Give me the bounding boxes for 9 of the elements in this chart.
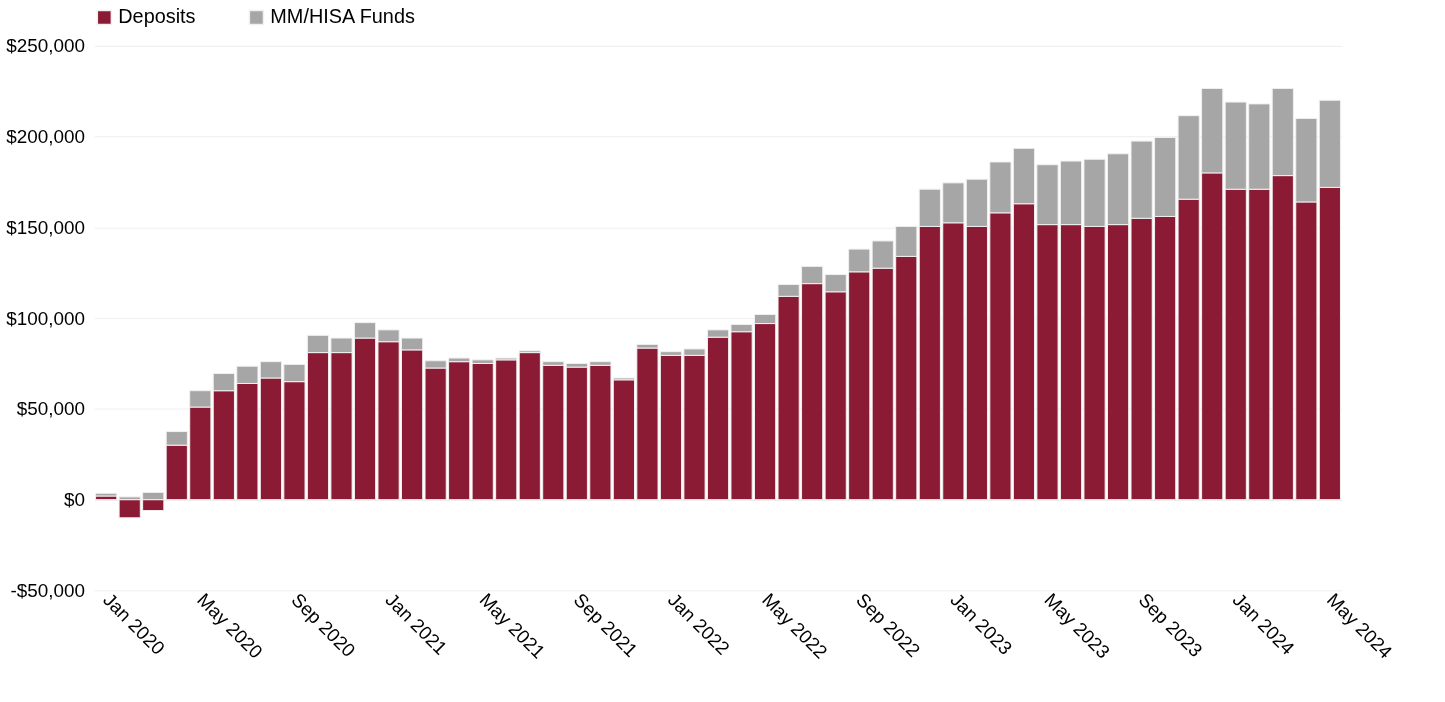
- y-tick-label: $150,000: [6, 216, 85, 238]
- y-tick-label: $0: [63, 489, 85, 511]
- y-tick-label: $200,000: [6, 126, 85, 148]
- y-tick-label: $250,000: [6, 35, 85, 57]
- y-tick-label: -$50,000: [10, 579, 85, 601]
- y-tick-label: $100,000: [6, 307, 85, 329]
- y-tick-label: $50,000: [16, 398, 85, 420]
- legend-label: MM/HISA Funds: [270, 5, 415, 28]
- legend-label: Deposits: [118, 5, 196, 28]
